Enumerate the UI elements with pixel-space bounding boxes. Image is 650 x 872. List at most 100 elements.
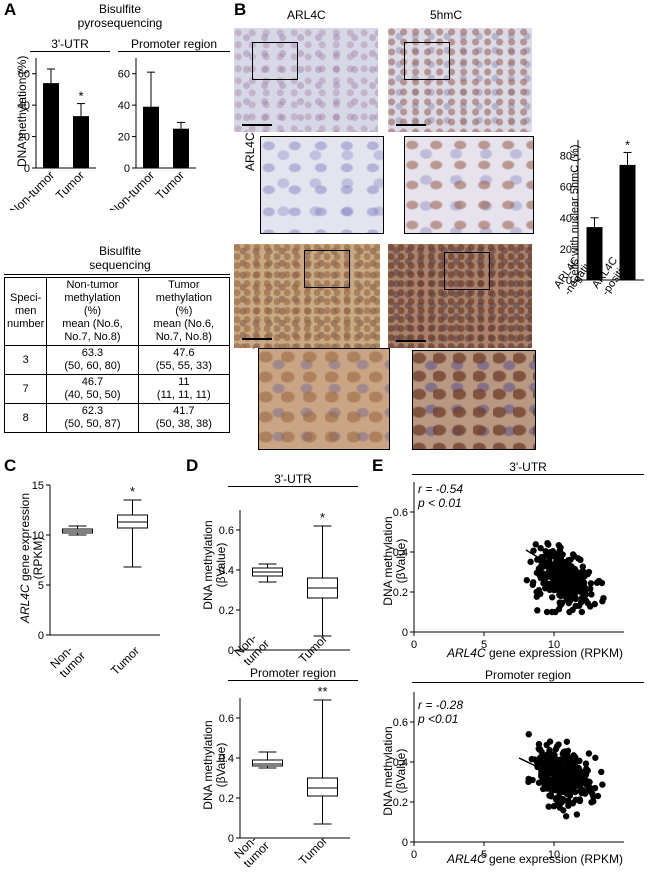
data-point xyxy=(530,547,537,554)
tick-label: 60 xyxy=(118,69,130,81)
data-point xyxy=(582,760,590,767)
significance-star: * xyxy=(625,137,630,152)
tick-label: 0 xyxy=(38,630,44,642)
data-point xyxy=(545,803,552,810)
data-point xyxy=(563,797,571,805)
data-point xyxy=(544,539,551,547)
tick-label: 40 xyxy=(560,213,572,225)
data-point xyxy=(529,581,536,588)
panel-b-bar-chart: 0 20 40 60 80 * xyxy=(560,137,644,287)
data-point xyxy=(555,605,563,613)
data-point xyxy=(555,542,563,549)
data-point xyxy=(578,608,586,616)
tick-label: 0.2 xyxy=(393,587,408,599)
table-header: Non-tumor methylation (%) mean (No.6, No… xyxy=(46,277,139,346)
tick-label: 5 xyxy=(38,580,44,592)
data-point xyxy=(553,570,560,578)
data-point xyxy=(557,590,565,598)
panel-b-col-5hmc: 5hmC xyxy=(430,8,463,22)
data-point xyxy=(569,606,576,614)
data-point xyxy=(547,753,555,760)
tick-label: 20 xyxy=(18,132,30,144)
tick-label: 5 xyxy=(481,849,487,861)
tick-label: 10 xyxy=(548,639,560,651)
table-cell: 8 xyxy=(3,403,48,433)
data-point xyxy=(588,790,596,797)
panel-e-bottom-header: Promoter region xyxy=(412,668,644,683)
tick-label: 0.4 xyxy=(219,565,234,577)
table-title: Bisulfite sequencing xyxy=(89,244,151,272)
data-point xyxy=(550,803,558,810)
tick-label: 0 xyxy=(124,163,130,175)
panel-e-bottom-xlabel: ARL4C gene expression (RPKM) xyxy=(446,852,624,866)
data-point xyxy=(566,788,574,796)
table-cell: 11 (11, 11, 11) xyxy=(137,374,231,404)
tick-label: 15 xyxy=(32,480,44,492)
x-label: Tumor xyxy=(153,168,187,202)
tick-label: 80 xyxy=(560,151,572,163)
significance-star: * xyxy=(130,484,135,499)
panel-d-boxplots: 0 0.2 0.4 0.6 * 0 0.2 0.4 0.6 ** xyxy=(219,510,350,845)
tick-label: 40 xyxy=(118,100,130,112)
data-point xyxy=(560,807,567,814)
panel-e-top-xlabel: ARL4C gene expression (RPKM) xyxy=(446,646,624,660)
data-point xyxy=(556,585,564,592)
table-cell: 47.6 (55, 55, 33) xyxy=(137,345,231,375)
scale-bar xyxy=(242,338,272,340)
data-point xyxy=(523,577,531,584)
panel-label-d: D xyxy=(186,456,199,475)
table-row: 8 62.3 (50, 50, 87) 41.7 (50, 38, 38) xyxy=(3,403,231,433)
ihc-5hmc-negative-high-mag xyxy=(404,136,534,234)
table-cell: 3 xyxy=(3,345,48,375)
data-point xyxy=(573,811,581,818)
data-point xyxy=(548,608,556,616)
tick-label: 60 xyxy=(560,182,572,194)
data-point xyxy=(563,767,570,774)
data-point xyxy=(599,598,606,605)
panel-label-e: E xyxy=(372,456,384,475)
inset-box xyxy=(304,250,350,288)
data-point xyxy=(587,585,594,593)
data-point xyxy=(575,602,583,609)
panel-d-top-header: 3'-UTR xyxy=(228,472,358,487)
inset-box xyxy=(444,252,490,290)
data-point xyxy=(587,603,594,610)
data-point xyxy=(588,591,595,598)
ihc-5hmc-negative-low-mag xyxy=(388,28,532,132)
data-point xyxy=(527,558,534,566)
panel-label-c: C xyxy=(4,456,17,475)
tick-label: 0.2 xyxy=(219,793,234,805)
ihc-arl4c-positive-high-mag xyxy=(258,348,390,450)
significance-star: * xyxy=(320,510,325,525)
scale-bar xyxy=(242,124,272,126)
tick-label: 0 xyxy=(228,645,234,657)
data-point xyxy=(552,746,560,753)
data-point xyxy=(598,768,605,776)
data-point xyxy=(569,551,577,558)
data-point xyxy=(541,777,548,784)
ihc-5hmc-positive-low-mag xyxy=(388,244,532,348)
data-point xyxy=(534,607,541,614)
data-point xyxy=(572,582,579,589)
panel-label-a: A xyxy=(4,0,17,19)
data-point xyxy=(579,563,586,570)
tick-label: 60 xyxy=(18,69,30,81)
data-point xyxy=(592,754,599,761)
data-point xyxy=(563,773,571,781)
tick-label: 0.6 xyxy=(219,525,234,537)
data-point xyxy=(566,761,573,769)
data-point xyxy=(577,556,584,564)
data-point xyxy=(538,748,545,756)
significance-star: * xyxy=(78,89,83,104)
data-point xyxy=(537,590,544,598)
inset-box xyxy=(404,42,450,80)
box xyxy=(252,759,283,767)
tick-label: 10 xyxy=(548,849,560,861)
inset-box xyxy=(252,42,298,80)
data-point xyxy=(537,754,544,761)
tick-label: 0 xyxy=(411,849,417,861)
box xyxy=(307,777,338,797)
tick-label: 0 xyxy=(402,837,408,849)
